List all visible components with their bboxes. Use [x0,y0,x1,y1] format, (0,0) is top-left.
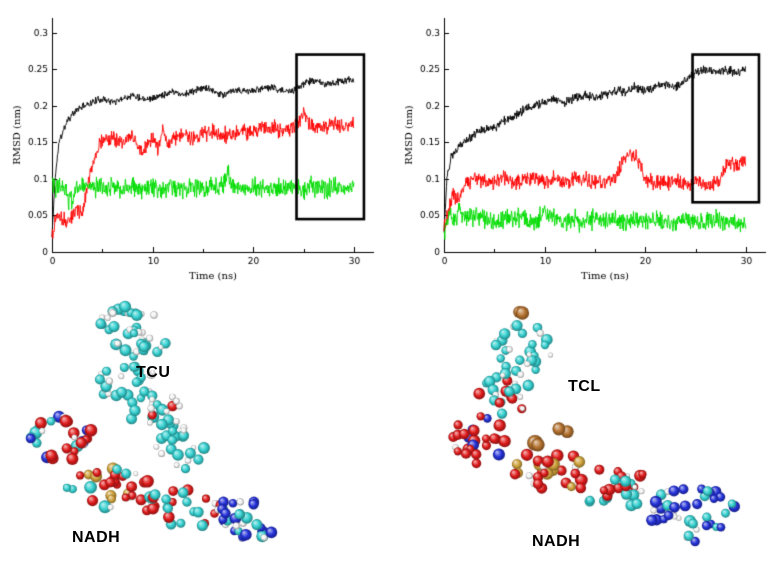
ligand-label-tcl: TCL [568,378,601,395]
ligand-label-tcu: TCU [136,364,171,381]
rmsd-chart-left [6,4,384,288]
cofactor-label-nadh-left: NADH [72,529,121,546]
cofactor-label-nadh-right: NADH [532,533,581,550]
molecule-render-tcl-nadh [405,293,770,565]
molecule-render-tcu-nadh [10,293,340,565]
rmsd-chart-right [398,4,776,288]
